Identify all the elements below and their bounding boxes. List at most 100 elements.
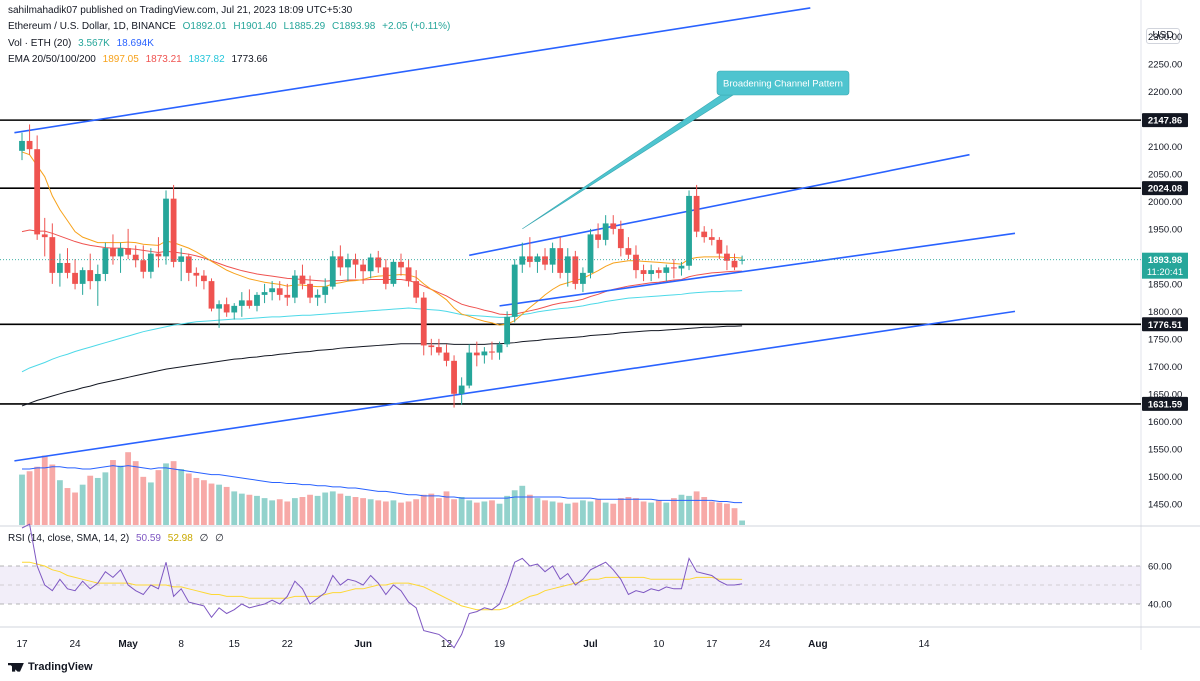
candle-body: [337, 256, 344, 268]
volume-bar: [57, 480, 63, 525]
x-tick-label: 19: [494, 639, 506, 650]
volume-bar: [26, 471, 33, 525]
ema-label[interactable]: EMA 20/50/100/200: [8, 54, 96, 65]
symbol-title[interactable]: Ethereum / U.S. Dollar, 1D, BINANCE: [8, 21, 176, 32]
candle-body: [595, 234, 601, 240]
volume-bar: [284, 501, 291, 525]
volume-bar: [420, 494, 427, 525]
volume-bar: [534, 498, 541, 525]
candle-body: [79, 270, 86, 284]
candle-body: [64, 262, 71, 273]
ohlc-open: O1892.01: [182, 21, 227, 32]
candle-body: [322, 286, 329, 295]
candle-body: [708, 237, 715, 240]
last-price-label: 1893.98: [1148, 255, 1182, 266]
last-price-tag: [1142, 252, 1188, 279]
volume-bar: [132, 461, 139, 525]
currency-button[interactable]: USD: [1146, 28, 1180, 44]
candle-body: [633, 254, 639, 271]
rsi-extra-2: ∅: [215, 533, 224, 544]
candle-body: [155, 253, 162, 257]
candle-body: [489, 351, 495, 353]
volume-bar: [496, 503, 503, 525]
candle-body: [496, 344, 503, 353]
candle-body: [504, 316, 511, 345]
volume-bar: [481, 501, 488, 525]
candle-body: [413, 281, 420, 298]
x-tick-label: 14: [918, 639, 930, 650]
volume-ma-value: 18.694K: [116, 38, 154, 49]
x-tick-label: Jun: [354, 639, 372, 650]
volume-bar: [254, 495, 260, 525]
volume-bar: [102, 472, 109, 525]
volume-bar: [246, 494, 253, 525]
volume-bar: [648, 502, 655, 525]
candle-body: [390, 261, 397, 284]
candle-body: [686, 195, 692, 266]
volume-bar: [398, 502, 404, 525]
volume-bar: [147, 482, 154, 525]
trendline: [499, 232, 1016, 307]
volume-bar: [557, 502, 564, 525]
candle-body: [284, 294, 291, 298]
candle-body: [314, 294, 321, 298]
candle-body: [329, 256, 336, 287]
candle-body: [345, 259, 351, 268]
volume-bar: [466, 500, 473, 525]
volume-bar: [34, 466, 41, 525]
volume-bar: [49, 464, 56, 525]
level-tag: [1142, 113, 1188, 128]
ema100-line: [21, 290, 743, 373]
volume-bar: [610, 503, 617, 525]
volume-bar: [693, 491, 700, 525]
rsi-sma-line: [22, 561, 743, 611]
rsi-sma-value: 52.98: [167, 533, 193, 544]
ema-legend: EMA 20/50/100/200 1897.05 1873.21 1837.8…: [8, 54, 272, 65]
volume-bar: [352, 497, 359, 525]
x-tick-label: Aug: [808, 639, 827, 650]
candle-body: [572, 256, 579, 284]
volume-bar: [201, 480, 207, 525]
volume-bar: [117, 465, 124, 525]
rsi-label[interactable]: RSI (14, close, SMA, 14, 2): [8, 533, 130, 544]
volume-bar: [625, 497, 632, 525]
volume-ma-line: [22, 465, 743, 504]
rsi-tick-label: 40.00: [1148, 600, 1172, 611]
level-tag: [1142, 181, 1188, 196]
candle-body: [140, 260, 147, 272]
volume-bar: [451, 499, 457, 525]
candle-body: [254, 294, 260, 306]
volume-bar: [617, 498, 624, 525]
candle-body: [580, 272, 586, 284]
volume-bar: [390, 500, 397, 525]
callout-text: Broadening Channel Pattern: [723, 79, 843, 90]
volume-bar: [367, 499, 374, 525]
candle-body: [185, 256, 192, 273]
y-tick-label: 2250.00: [1148, 59, 1182, 70]
x-tick-label: 17: [706, 639, 718, 650]
volume-bar: [670, 498, 677, 525]
volume-bar: [185, 473, 192, 525]
volume-bar: [223, 486, 230, 525]
rsi-line: [21, 523, 743, 649]
volume-label[interactable]: Vol · ETH (20): [8, 38, 72, 49]
y-tick-label: 2000.00: [1148, 197, 1182, 208]
x-tick-label: 8: [178, 639, 184, 650]
candle-body: [602, 223, 609, 240]
y-tick-label: 2200.00: [1148, 87, 1182, 98]
volume-bar: [655, 500, 662, 525]
candle-body: [549, 248, 556, 265]
volume-bar: [238, 493, 245, 525]
candle-body: [34, 149, 41, 235]
volume-bar: [708, 501, 715, 525]
volume-bar: [564, 503, 571, 525]
y-tick-label: 1950.00: [1148, 224, 1182, 235]
tradingview-logo[interactable]: TradingView: [8, 661, 93, 673]
volume-bar: [731, 508, 738, 525]
volume-bar: [291, 498, 298, 525]
x-tick-label: 15: [229, 639, 241, 650]
candle-body: [193, 272, 200, 276]
candle-body: [405, 267, 412, 282]
y-tick-label: 1650.00: [1148, 389, 1182, 400]
